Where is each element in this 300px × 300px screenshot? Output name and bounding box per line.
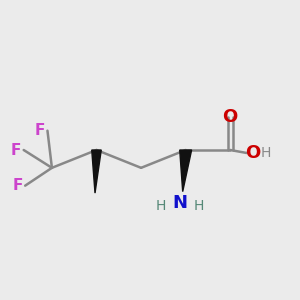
Text: O: O	[223, 108, 238, 126]
Polygon shape	[180, 150, 192, 192]
Text: H: H	[155, 200, 166, 214]
Text: F: F	[11, 142, 21, 158]
Text: F: F	[13, 178, 23, 193]
Text: O: O	[245, 144, 260, 162]
Text: H: H	[194, 200, 204, 214]
Polygon shape	[92, 150, 101, 193]
Text: H: H	[261, 146, 271, 160]
Text: F: F	[35, 123, 45, 138]
Text: N: N	[172, 194, 187, 212]
